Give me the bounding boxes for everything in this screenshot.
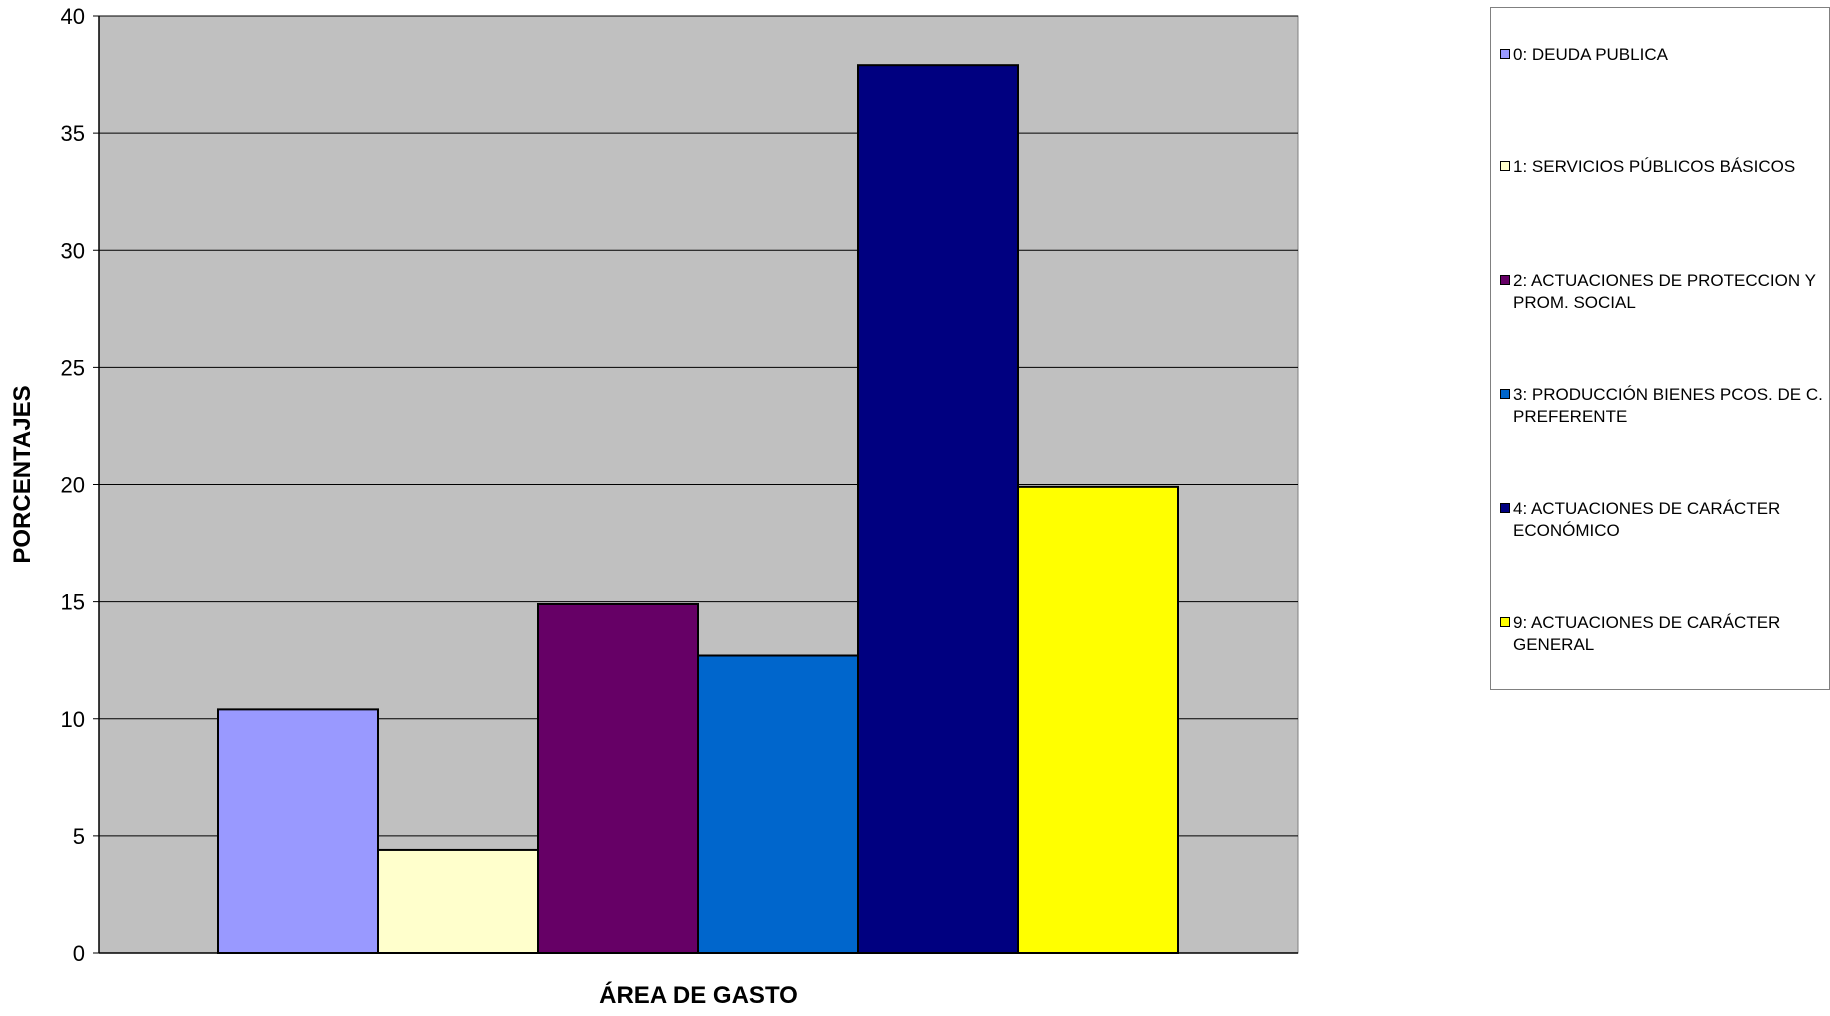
y-tick-label: 35 [61,121,85,146]
legend-label: 9: ACTUACIONES DE CARÁCTER GENERAL [1513,613,1781,654]
bars [217,64,1179,955]
axes: 0 5 10 15 20 25 30 35 40 [61,4,1298,966]
bar [1017,485,1179,954]
legend-swatch [1500,275,1510,285]
y-tick-label: 15 [61,590,85,615]
legend-item: 3: PRODUCCIÓN BIENES PCOS. DE C. PREFERE… [1500,384,1830,428]
legend-label: 2: ACTUACIONES DE PROTECCION Y PROM. SOC… [1513,271,1816,312]
legend-swatch [1500,503,1510,513]
x-axis-title: ÁREA DE GASTO [599,981,798,1009]
bar [537,602,699,955]
legend-item: 1: SERVICIOS PÚBLICOS BÁSICOS [1500,156,1830,178]
bar [697,654,859,954]
legend-swatch [1500,389,1510,399]
y-tick-label: 5 [73,824,85,849]
legend-item: 0: DEUDA PUBLICA [1500,44,1830,66]
bar [217,708,379,954]
legend-label: 1: SERVICIOS PÚBLICOS BÁSICOS [1513,157,1796,176]
legend-swatch [1500,161,1510,171]
y-tick-label: 20 [61,473,85,498]
chart-canvas: 0 5 10 15 20 25 30 35 40 ÁREA DE GASTO PORCENTAJ… [9,4,1299,1009]
y-tick-label: 30 [61,238,85,263]
y-tick-label: 25 [61,355,85,380]
bar [377,848,539,954]
legend-swatch [1500,49,1510,59]
y-tick-label: 40 [61,4,85,29]
legend-item: 9: ACTUACIONES DE CARÁCTER GENERAL [1500,612,1830,656]
legend-swatch [1500,617,1510,627]
legend-item: 2: ACTUACIONES DE PROTECCION Y PROM. SOC… [1500,270,1830,314]
legend-label: 4: ACTUACIONES DE CARÁCTER ECONÓMICO [1513,499,1781,540]
y-axis-title: PORCENTAJES [9,385,36,563]
y-tick-label: 0 [73,941,85,966]
legend: 0: DEUDA PUBLICA 1: SERVICIOS PÚBLICOS BÁ… [1490,7,1830,690]
legend-item: 4: ACTUACIONES DE CARÁCTER ECONÓMICO [1500,498,1830,542]
y-tick-label: 10 [61,707,85,732]
legend-label: 0: DEUDA PUBLICA [1513,45,1668,64]
bar [857,64,1019,954]
legend-label: 3: PRODUCCIÓN BIENES PCOS. DE C. PREFERE… [1513,385,1823,426]
